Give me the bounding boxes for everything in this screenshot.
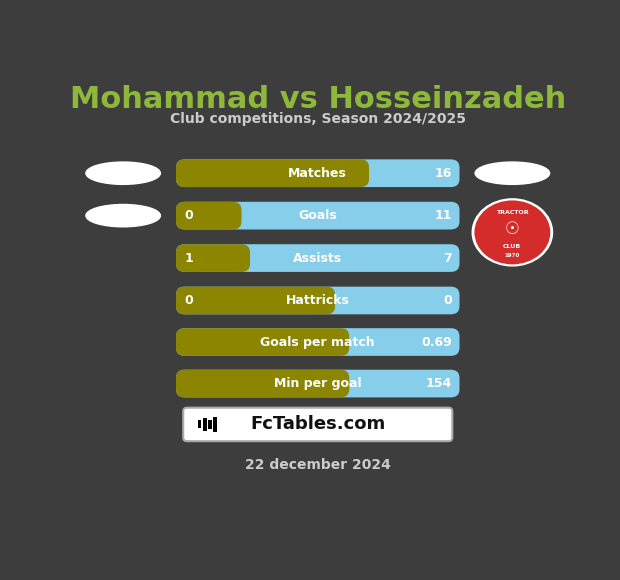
Ellipse shape <box>86 205 161 227</box>
Text: Assists: Assists <box>293 252 342 264</box>
FancyBboxPatch shape <box>176 328 459 356</box>
Text: 22 december 2024: 22 december 2024 <box>245 458 391 472</box>
Text: CLUB: CLUB <box>503 244 521 249</box>
Text: 1970: 1970 <box>505 253 520 258</box>
FancyBboxPatch shape <box>176 202 242 230</box>
Text: Mohammad vs Hosseinzadeh: Mohammad vs Hosseinzadeh <box>69 85 566 114</box>
Ellipse shape <box>475 162 549 184</box>
FancyBboxPatch shape <box>176 160 369 187</box>
Text: TRACTOR: TRACTOR <box>496 210 529 215</box>
Ellipse shape <box>86 162 161 184</box>
Text: 16: 16 <box>435 166 453 180</box>
Bar <box>203 418 206 431</box>
FancyBboxPatch shape <box>176 287 459 314</box>
Text: 0.69: 0.69 <box>422 335 453 349</box>
Text: 1: 1 <box>185 252 193 264</box>
Bar <box>208 419 212 429</box>
Text: Min per goal: Min per goal <box>274 377 361 390</box>
Text: Club competitions, Season 2024/2025: Club competitions, Season 2024/2025 <box>170 112 466 126</box>
Text: 7: 7 <box>443 252 453 264</box>
FancyBboxPatch shape <box>176 244 250 272</box>
Text: FcTables.com: FcTables.com <box>250 415 386 433</box>
Text: ☉: ☉ <box>505 220 520 238</box>
Text: 154: 154 <box>426 377 453 390</box>
FancyBboxPatch shape <box>176 244 459 272</box>
Text: Goals per match: Goals per match <box>260 335 375 349</box>
Bar <box>198 420 202 429</box>
FancyBboxPatch shape <box>176 369 349 397</box>
FancyBboxPatch shape <box>184 408 453 441</box>
FancyBboxPatch shape <box>176 369 459 397</box>
Bar <box>213 417 218 432</box>
Text: 0: 0 <box>185 294 193 307</box>
Text: 11: 11 <box>435 209 453 222</box>
FancyBboxPatch shape <box>176 160 459 187</box>
FancyBboxPatch shape <box>176 202 459 230</box>
Text: Matches: Matches <box>288 166 347 180</box>
Text: 0: 0 <box>185 209 193 222</box>
FancyBboxPatch shape <box>176 328 349 356</box>
FancyBboxPatch shape <box>176 287 335 314</box>
Ellipse shape <box>475 201 549 264</box>
Text: Goals: Goals <box>298 209 337 222</box>
Text: Hattricks: Hattricks <box>286 294 350 307</box>
Ellipse shape <box>472 199 552 266</box>
Text: 0: 0 <box>443 294 453 307</box>
